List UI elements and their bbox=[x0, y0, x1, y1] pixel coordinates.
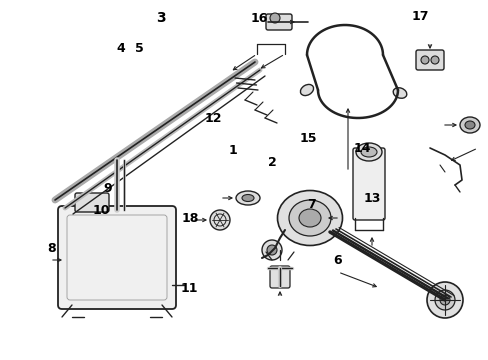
Text: 13: 13 bbox=[363, 192, 380, 204]
Circle shape bbox=[430, 56, 438, 64]
Ellipse shape bbox=[392, 88, 406, 98]
FancyBboxPatch shape bbox=[75, 193, 109, 212]
Ellipse shape bbox=[459, 117, 479, 133]
Circle shape bbox=[420, 56, 428, 64]
Text: 6: 6 bbox=[333, 253, 342, 266]
Ellipse shape bbox=[464, 121, 474, 129]
Ellipse shape bbox=[242, 194, 253, 202]
FancyBboxPatch shape bbox=[265, 14, 291, 30]
Text: 7: 7 bbox=[307, 198, 316, 211]
FancyBboxPatch shape bbox=[269, 266, 289, 288]
Text: 10: 10 bbox=[92, 203, 109, 216]
Text: 17: 17 bbox=[410, 9, 428, 23]
FancyBboxPatch shape bbox=[415, 50, 443, 70]
FancyBboxPatch shape bbox=[58, 206, 176, 309]
FancyBboxPatch shape bbox=[352, 148, 384, 220]
Text: 14: 14 bbox=[352, 141, 370, 154]
Ellipse shape bbox=[300, 85, 313, 95]
Text: 8: 8 bbox=[48, 242, 56, 255]
Ellipse shape bbox=[360, 147, 376, 157]
Circle shape bbox=[269, 13, 280, 23]
Circle shape bbox=[434, 290, 454, 310]
Text: 15: 15 bbox=[299, 131, 316, 144]
Ellipse shape bbox=[355, 143, 381, 161]
Ellipse shape bbox=[236, 191, 260, 205]
Circle shape bbox=[439, 295, 449, 305]
Ellipse shape bbox=[277, 190, 342, 246]
Text: 11: 11 bbox=[180, 282, 197, 294]
Text: 4: 4 bbox=[116, 41, 125, 54]
Text: 5: 5 bbox=[134, 41, 143, 54]
Text: 3: 3 bbox=[156, 11, 165, 25]
Ellipse shape bbox=[209, 210, 229, 230]
Ellipse shape bbox=[298, 209, 320, 227]
Text: 9: 9 bbox=[103, 181, 112, 194]
Text: 18: 18 bbox=[181, 212, 198, 225]
Circle shape bbox=[266, 245, 276, 255]
Text: 16: 16 bbox=[250, 12, 267, 24]
Circle shape bbox=[426, 282, 462, 318]
Text: 12: 12 bbox=[204, 112, 221, 125]
Circle shape bbox=[262, 240, 282, 260]
Ellipse shape bbox=[288, 200, 330, 236]
Text: 2: 2 bbox=[267, 156, 276, 168]
Text: 1: 1 bbox=[228, 144, 237, 157]
